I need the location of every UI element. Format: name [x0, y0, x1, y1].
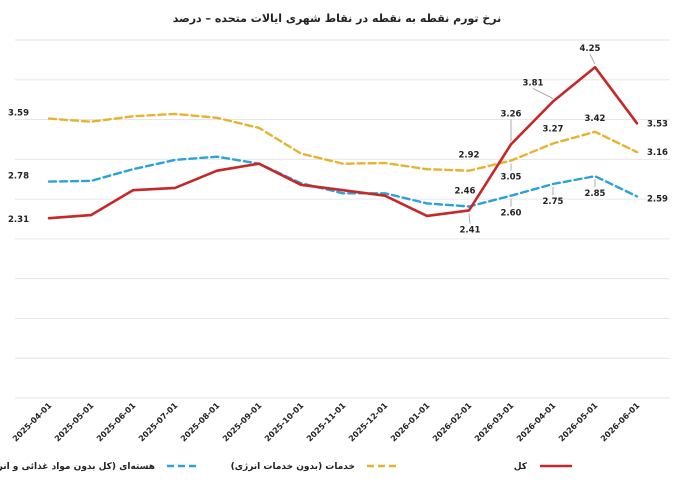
x-tick-label: 2025-12-01 [347, 401, 390, 444]
grid [15, 39, 670, 399]
data-label: 2.92 [459, 151, 480, 161]
data-label: 3.05 [501, 173, 522, 183]
x-tick-label: 2026-04-01 [515, 401, 558, 444]
legend: کل خدمات (بدون خدمات انرژی) هسته‌ای (کل بد… [0, 462, 572, 472]
x-tick-label: 2025-09-01 [221, 401, 264, 444]
series-line [47, 112, 639, 172]
data-label: 3.81 [523, 78, 544, 88]
data-label: 4.25 [580, 44, 601, 54]
data-label: 2.59 [647, 194, 668, 204]
x-tick-label: 2025-04-01 [11, 401, 54, 444]
series-line [47, 155, 639, 208]
data-label: 3.53 [647, 119, 668, 129]
x-tick-label: 2025-08-01 [179, 401, 222, 444]
data-labels: 2.31 2.41 3.26 3.81 4.25 3.53 3.59 2.92 3.05 3.27… [8, 44, 668, 235]
chart-title: نرخ تورم نقطه به نقطه در نقاط شهری ایالا… [173, 12, 502, 25]
x-tick-label: 2026-02-01 [431, 401, 474, 444]
data-label: 2.31 [8, 215, 29, 225]
data-label: 2.46 [455, 187, 476, 197]
data-label: 3.42 [585, 114, 606, 124]
data-label: 3.26 [501, 109, 522, 119]
data-label: 3.16 [647, 148, 668, 158]
legend-label: کل [514, 462, 528, 472]
data-label: 2.78 [8, 172, 29, 182]
x-tick-label: 2025-05-01 [53, 401, 96, 444]
x-axis-ticks: 2025-04-01 2025-05-01 2025-06-01 2025-07-01… [11, 401, 642, 444]
x-tick-label: 2026-06-01 [599, 401, 642, 444]
x-tick-label: 2026-01-01 [389, 401, 432, 444]
label-leader-lines [468, 54, 596, 224]
legend-label: هسته‌ای (کل بدون مواد غذائی و انرژی) [0, 462, 155, 472]
x-tick-label: 2025-11-01 [305, 401, 348, 444]
data-label: 2.85 [585, 189, 606, 199]
legend-label: خدمات (بدون خدمات انرژی) [231, 462, 355, 472]
series-line [47, 65, 639, 220]
label-leader [532, 88, 554, 99]
data-label: 2.75 [543, 197, 564, 207]
series-lines [47, 65, 639, 220]
data-label: 2.41 [460, 225, 481, 235]
data-label: 3.27 [543, 125, 564, 135]
x-tick-label: 2026-03-01 [473, 401, 516, 444]
data-label: 3.59 [8, 109, 29, 119]
x-tick-label: 2026-05-01 [557, 401, 600, 444]
data-label: 2.60 [501, 209, 522, 219]
x-tick-label: 2025-06-01 [95, 401, 138, 444]
x-tick-label: 2025-07-01 [137, 401, 180, 444]
x-tick-label: 2025-10-01 [263, 401, 306, 444]
label-leader [468, 213, 471, 224]
label-leader [589, 54, 596, 65]
